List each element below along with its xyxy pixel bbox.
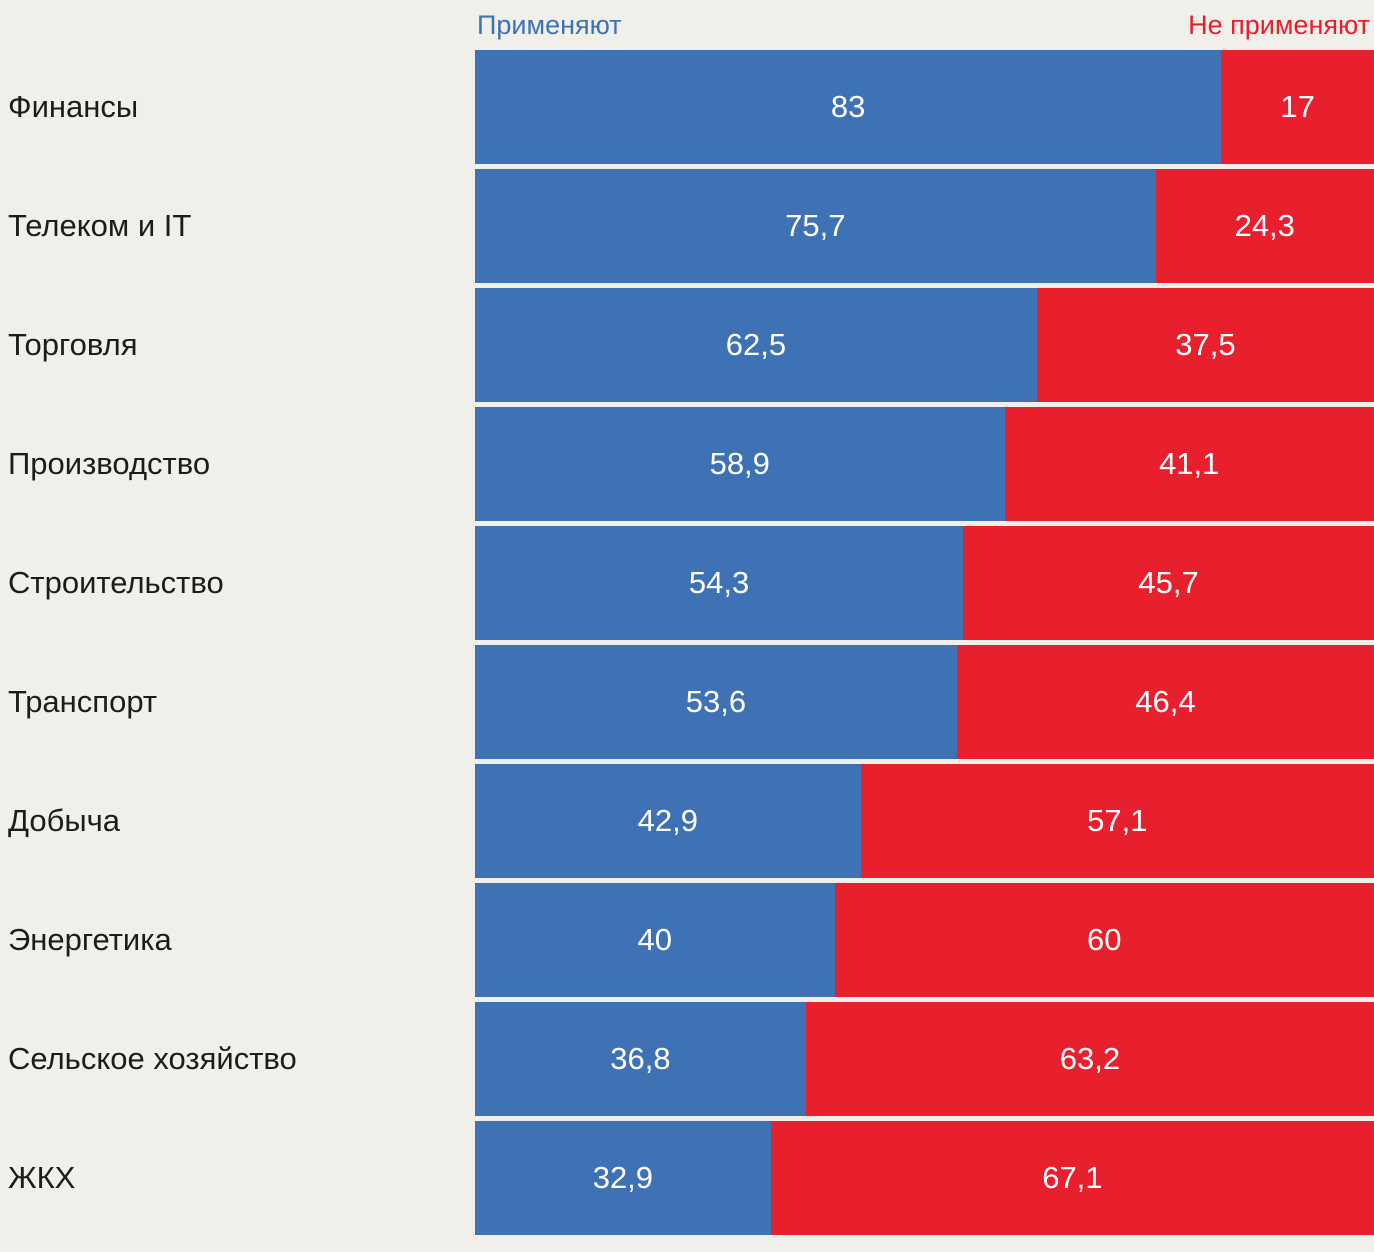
bar-segment-not-apply: 60: [834, 883, 1374, 997]
bar-segment-apply: 36,8: [475, 1002, 806, 1116]
bar-segment-not-apply: 63,2: [805, 1002, 1374, 1116]
bar-segment-apply: 40: [475, 883, 835, 997]
chart-row: Финансы 83 17: [0, 50, 1374, 164]
chart-row: Транспорт 53,6 46,4: [0, 645, 1374, 759]
chart-row: Энергетика 40 60: [0, 883, 1374, 997]
row-label: Транспорт: [8, 684, 158, 719]
chart-row: ЖКХ 32,9 67,1: [0, 1121, 1374, 1235]
chart-row: Производство 58,9 41,1: [0, 407, 1374, 521]
row-label: Финансы: [8, 89, 139, 124]
bar: 53,6 46,4: [475, 645, 1374, 759]
bar-segment-apply: 32,9: [475, 1121, 771, 1235]
bar: 40 60: [475, 883, 1374, 997]
bar: 54,3 45,7: [475, 526, 1374, 640]
chart-legend: Применяют Не применяют: [475, 0, 1374, 50]
bar-segment-apply: 42,9: [475, 764, 861, 878]
chart-row: Торговля 62,5 37,5: [0, 288, 1374, 402]
bar-segment-apply: 58,9: [475, 407, 1005, 521]
chart-row: Строительство 54,3 45,7: [0, 526, 1374, 640]
bar: 58,9 41,1: [475, 407, 1374, 521]
chart-rows: Финансы 83 17 Телеком и IT 75,7 24,3 Торговля 6…: [0, 50, 1374, 1235]
bar-segment-not-apply: 57,1: [860, 764, 1374, 878]
bar-segment-not-apply: 45,7: [963, 526, 1374, 640]
bar-segment-apply: 62,5: [475, 288, 1037, 402]
row-label: Строительство: [8, 565, 224, 600]
chart-row: Добыча 42,9 57,1: [0, 764, 1374, 878]
bar: 42,9 57,1: [475, 764, 1374, 878]
bar-segment-not-apply: 67,1: [770, 1121, 1374, 1235]
bar-segment-not-apply: 41,1: [1004, 407, 1374, 521]
row-label: Торговля: [8, 327, 138, 362]
bar-segment-apply: 53,6: [475, 645, 957, 759]
bar-segment-apply: 54,3: [475, 526, 964, 640]
bar: 75,7 24,3: [475, 169, 1374, 283]
chart-row: Сельское хозяйство 36,8 63,2: [0, 1002, 1374, 1116]
bar-segment-not-apply: 46,4: [956, 645, 1374, 759]
bar-segment-not-apply: 17: [1221, 50, 1374, 164]
row-label: Производство: [8, 446, 211, 481]
bar-segment-not-apply: 24,3: [1155, 169, 1374, 283]
legend-item-not-apply: Не применяют: [1188, 9, 1370, 40]
bar-segment-apply: 75,7: [475, 169, 1156, 283]
bar: 83 17: [475, 50, 1374, 164]
bar-segment-apply: 83: [475, 50, 1222, 164]
row-label: Добыча: [8, 803, 121, 838]
row-label: Телеком и IT: [8, 208, 192, 243]
row-label: Энергетика: [8, 922, 172, 957]
chart-row: Телеком и IT 75,7 24,3: [0, 169, 1374, 283]
row-label: Сельское хозяйство: [8, 1041, 297, 1076]
legend-item-apply: Применяют: [477, 9, 622, 40]
bar: 32,9 67,1: [475, 1121, 1374, 1235]
row-label: ЖКХ: [8, 1160, 76, 1195]
bar-segment-not-apply: 37,5: [1036, 288, 1374, 402]
bar: 36,8 63,2: [475, 1002, 1374, 1116]
bar: 62,5 37,5: [475, 288, 1374, 402]
